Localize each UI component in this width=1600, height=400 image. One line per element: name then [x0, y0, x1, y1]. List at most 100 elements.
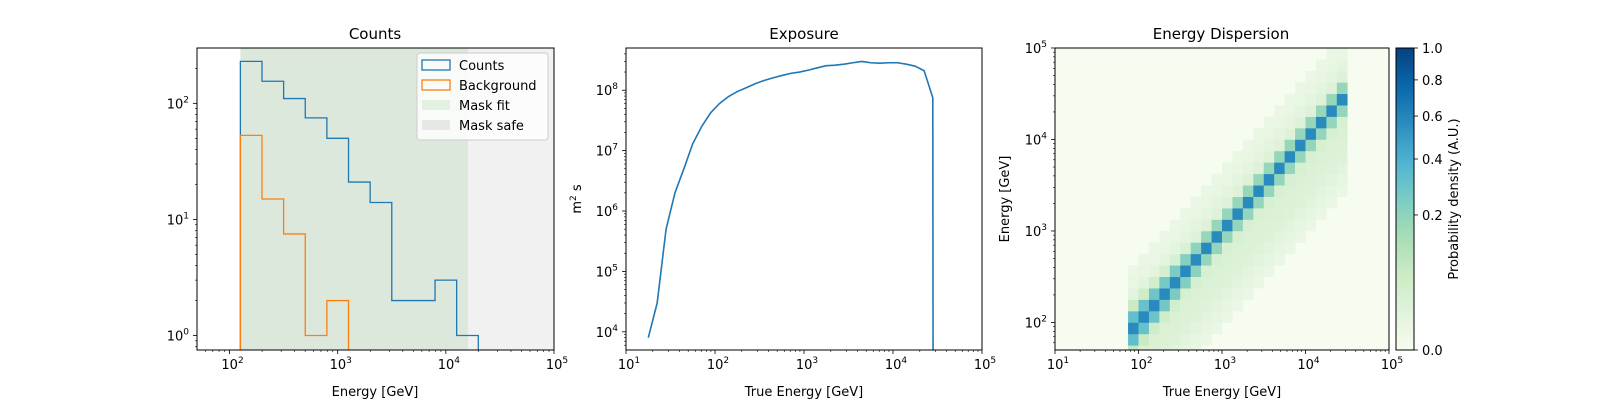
edisp-x-tick-label-base: 10: [1297, 358, 1314, 373]
edisp-cell: [1336, 116, 1348, 129]
edisp-cell: [1284, 230, 1296, 243]
edisp-cell: [1211, 208, 1223, 220]
edisp-cell: [1305, 185, 1317, 197]
exposure-x-tick-label-exp: 3: [812, 356, 818, 366]
edisp-cell: [1128, 322, 1139, 335]
colorbar-tick-label: 0.6: [1422, 110, 1443, 125]
edisp-cell: [1253, 196, 1265, 209]
edisp-cell: [1148, 276, 1160, 289]
edisp-cell: [1305, 162, 1317, 175]
edisp-cell: [1295, 219, 1306, 232]
edisp-cell: [1201, 242, 1212, 255]
counts-y-tick-label-base: 10: [167, 97, 184, 112]
edisp-x-tick-label-exp: 2: [1147, 356, 1153, 366]
legend-label-background: Background: [459, 79, 537, 94]
edisp-cell: [1159, 230, 1171, 243]
edisp-cell: [1180, 219, 1191, 232]
edisp-cell: [1180, 345, 1191, 351]
edisp-cell: [1190, 276, 1202, 289]
edisp-cell: [1253, 128, 1265, 140]
exposure-x-tick-label-base: 10: [796, 358, 813, 373]
edisp-cell: [1159, 311, 1171, 323]
edisp-cell: [1253, 230, 1265, 243]
exposure-panel: Exposure 101 102 103 104 105104105106107108 …: [569, 25, 996, 400]
edisp-cell: [1253, 185, 1265, 197]
edisp-cell: [1305, 116, 1317, 129]
edisp-cell: [1284, 196, 1296, 209]
edisp-cell: [1315, 208, 1327, 220]
edisp-cell: [1305, 150, 1317, 163]
edisp-cell: [1242, 265, 1254, 278]
counts-x-tick-label: 103: [330, 356, 352, 373]
edisp-cell: [1253, 139, 1265, 152]
exposure-xlabel: True Energy [GeV]: [744, 385, 864, 400]
exposure-y-tick-label: 105: [596, 263, 618, 280]
edisp-cell: [1305, 128, 1317, 140]
edisp-cell: [1148, 345, 1160, 351]
edisp-cell: [1138, 288, 1150, 300]
edisp-cell: [1190, 265, 1202, 278]
edisp-cell: [1201, 185, 1212, 197]
exposure-x-tick-label-exp: 2: [723, 356, 729, 366]
edisp-cell: [1201, 311, 1212, 323]
edisp-cell: [1211, 219, 1223, 232]
edisp-cell: [1180, 276, 1191, 289]
edisp-cell: [1138, 299, 1150, 312]
edisp-cell: [1211, 299, 1223, 312]
edisp-y-tick-label: 102: [1025, 314, 1047, 331]
counts-x-tick-label: 105: [546, 356, 568, 373]
edisp-cell: [1128, 288, 1139, 300]
edisp-x-tick-label: 101: [1047, 356, 1069, 373]
edisp-cell: [1190, 299, 1202, 312]
edisp-cell: [1336, 59, 1348, 72]
edisp-cell: [1326, 150, 1338, 163]
edisp-cell: [1242, 242, 1254, 255]
edisp-x-tick-label: 102: [1130, 356, 1152, 373]
legend-label-counts: Counts: [459, 59, 505, 74]
legend-swatch-mask-safe: [422, 120, 450, 130]
edisp-y-tick-label-base: 10: [1025, 42, 1042, 57]
edisp-x-tick-label-exp: 4: [1314, 356, 1320, 366]
edisp-cell: [1222, 242, 1233, 255]
edisp-cell: [1295, 82, 1306, 95]
edisp-cell: [1232, 230, 1244, 243]
edisp-cell: [1305, 82, 1317, 95]
edisp-cell: [1336, 128, 1348, 140]
edisp-cell: [1284, 116, 1296, 129]
edisp-cell: [1128, 299, 1139, 312]
exposure-x-tick-label: 104: [885, 356, 908, 373]
edisp-x-tick-label-base: 10: [1130, 358, 1147, 373]
counts-y-tick-label-exp: 1: [183, 211, 189, 221]
edisp-cell: [1274, 253, 1285, 266]
exposure-title: Exposure: [769, 25, 838, 43]
edisp-cell: [1211, 265, 1223, 278]
edisp-cell: [1190, 333, 1202, 346]
edisp-cell: [1138, 265, 1150, 278]
edisp-cell: [1138, 333, 1150, 346]
edisp-cell: [1253, 276, 1265, 289]
colorbar-tick-label: 0.4: [1422, 153, 1443, 168]
edisp-cell: [1263, 196, 1275, 209]
counts-legend: Counts Background Mask fit Mask safe: [416, 52, 549, 141]
edisp-cell: [1169, 253, 1181, 266]
edisp-cell: [1190, 242, 1202, 255]
edisp-cell: [1253, 162, 1265, 175]
edisp-cell: [1274, 196, 1285, 209]
edisp-cell: [1274, 116, 1285, 129]
edisp-cell: [1180, 311, 1191, 323]
edisp-cell: [1315, 93, 1327, 106]
edisp-cell: [1253, 150, 1265, 163]
edisp-cell: [1253, 208, 1265, 220]
edisp-cell: [1242, 162, 1254, 175]
edisp-cell: [1284, 173, 1296, 186]
edisp-cell: [1169, 242, 1181, 255]
counts-x-tick-label: 102: [221, 356, 243, 373]
edisp-cell: [1263, 253, 1275, 266]
edisp-cell: [1253, 173, 1265, 186]
edisp-cell: [1336, 185, 1348, 197]
edisp-cell: [1274, 242, 1285, 255]
counts-axes-frame: [196, 47, 555, 351]
legend-swatch-background: [421, 79, 451, 91]
